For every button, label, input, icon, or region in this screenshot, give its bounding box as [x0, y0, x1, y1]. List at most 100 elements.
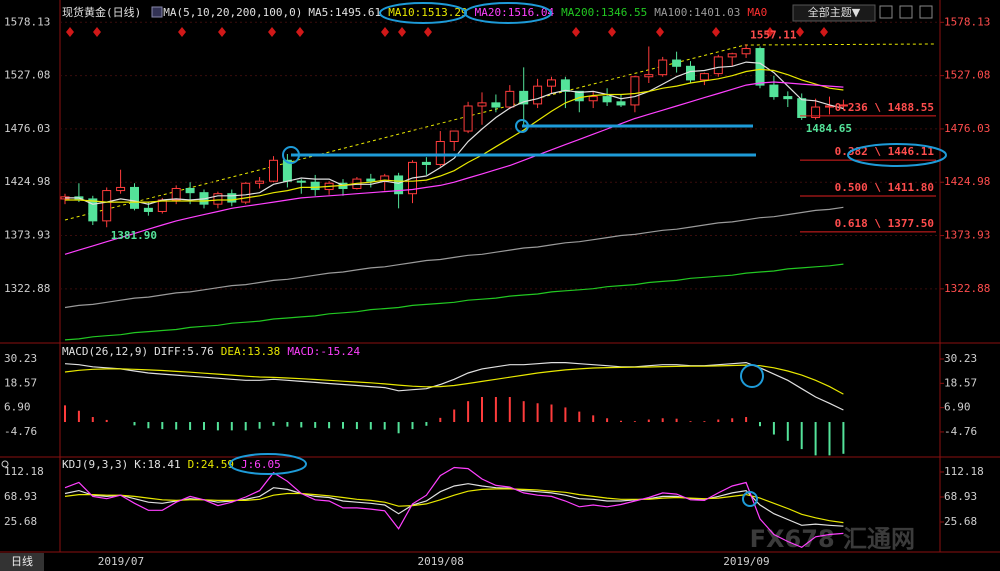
legend-entry: DEA:13.38 — [221, 345, 281, 358]
candle-body — [602, 96, 612, 103]
candle-body — [171, 187, 181, 201]
candle-body — [255, 180, 265, 184]
legend-entry: K:18.41 — [134, 458, 180, 471]
legend-entry: MACD(26,12,9) — [62, 345, 148, 358]
series-line — [64, 488, 844, 524]
y-tick-label: 1424.98 — [4, 175, 50, 188]
candle-body — [116, 186, 126, 192]
candle-body — [269, 159, 278, 182]
candle-body — [547, 79, 556, 87]
indicator-icon — [151, 6, 163, 18]
series-line — [64, 263, 844, 341]
y-tick-label: 30.23 — [944, 352, 977, 365]
candle-body — [241, 182, 251, 203]
signal — [712, 27, 720, 37]
theme-button[interactable]: 全部主题▼ — [808, 5, 861, 19]
fib-label: 0.500 \ 1411.80 — [835, 181, 934, 194]
y-tick-label: 6.90 — [4, 401, 31, 414]
annotations — [229, 2, 947, 507]
legend-entry: MA10:1513.29 — [388, 6, 467, 19]
y-tick-label: 25.68 — [4, 515, 37, 528]
toolbar-icons[interactable] — [879, 5, 933, 19]
candle-body — [463, 105, 473, 132]
candle-body — [88, 198, 98, 222]
legend-entry: MA200:1346.55 — [561, 6, 647, 19]
candle-body — [477, 102, 487, 107]
signal — [796, 27, 804, 37]
signal — [820, 27, 828, 37]
y-tick-label: 112.18 — [4, 465, 44, 478]
signal — [93, 27, 101, 37]
candle-body — [227, 193, 237, 203]
candle-body — [699, 73, 709, 81]
legend-entry: MA0 — [747, 6, 767, 19]
candle-body — [769, 84, 779, 98]
candle-body — [630, 76, 640, 106]
legend-entry: 现货黄金(日线) — [62, 5, 141, 19]
y-tick-label: -4.76 — [944, 425, 977, 438]
series-line — [64, 361, 844, 411]
candle-body — [672, 59, 682, 67]
legend-entry: MA5:1495.61 — [308, 6, 381, 19]
candle-body — [130, 186, 139, 209]
candle-body — [296, 180, 306, 183]
x-tick-label: 2019/08 — [418, 555, 464, 568]
signal — [296, 27, 304, 37]
signal — [766, 27, 774, 37]
signal — [178, 27, 186, 37]
candle-body — [185, 187, 195, 194]
theme-button-bg[interactable] — [792, 4, 876, 22]
legend-entry: J:6.05 — [241, 458, 281, 471]
series-line — [65, 68, 844, 203]
candle-body — [644, 74, 654, 78]
y-tick-label: 1527.08 — [4, 69, 50, 82]
candle-body — [394, 175, 404, 195]
y-tick-label: 18.57 — [4, 376, 37, 389]
y-tick-label: 1476.03 — [4, 122, 50, 135]
candle-body — [366, 178, 376, 182]
y-tick-label: 1322.88 — [4, 282, 50, 295]
y-tick-label: 1373.93 — [944, 229, 990, 242]
candle-body — [310, 181, 320, 191]
signal-markers — [66, 27, 828, 37]
candle-body — [533, 85, 543, 105]
signal — [398, 27, 406, 37]
signal — [424, 27, 432, 37]
candle-body — [838, 104, 848, 107]
x-tick-label: 2019/09 — [723, 555, 769, 568]
candle-body — [755, 48, 765, 86]
price-label: 1557.11 — [750, 28, 797, 41]
series-line — [64, 81, 844, 255]
y-tick-label: 68.93 — [944, 490, 977, 503]
candle-body — [102, 190, 112, 222]
y-tick-label: 25.68 — [944, 515, 977, 528]
y-tick-label: 1373.93 — [4, 229, 50, 242]
y-tick-label: 1527.08 — [944, 69, 990, 82]
candle-body — [658, 59, 668, 76]
y-tick-label: 1476.03 — [944, 122, 990, 135]
signal — [656, 27, 664, 37]
candle-body — [574, 90, 584, 102]
price-label: 1484.65 — [806, 122, 852, 135]
watermark: FX678 汇通网 — [750, 525, 915, 553]
series-line — [64, 206, 844, 309]
legend-entry: MACD:-15.24 — [287, 345, 360, 358]
candle-body — [435, 140, 445, 165]
candle-body — [616, 101, 626, 106]
period-button[interactable]: 日线 — [11, 554, 33, 568]
period-button-bg[interactable] — [0, 553, 44, 571]
legend-entry: MA(5,10,20,200,100,0) — [163, 6, 302, 19]
panel-icon — [1, 460, 9, 468]
y-tick-label: 1578.13 — [4, 15, 50, 28]
candle-body — [143, 207, 153, 212]
legend-entry: DIFF:5.76 — [154, 345, 214, 358]
legend-entry: KDJ(9,3,3) — [62, 458, 128, 471]
candle-body — [741, 48, 751, 55]
y-tick-label: 18.57 — [944, 376, 977, 389]
legend-entry: D:24.59 — [188, 458, 234, 471]
fib-label: 0.236 \ 1488.55 — [835, 101, 934, 114]
series-line — [64, 483, 844, 527]
